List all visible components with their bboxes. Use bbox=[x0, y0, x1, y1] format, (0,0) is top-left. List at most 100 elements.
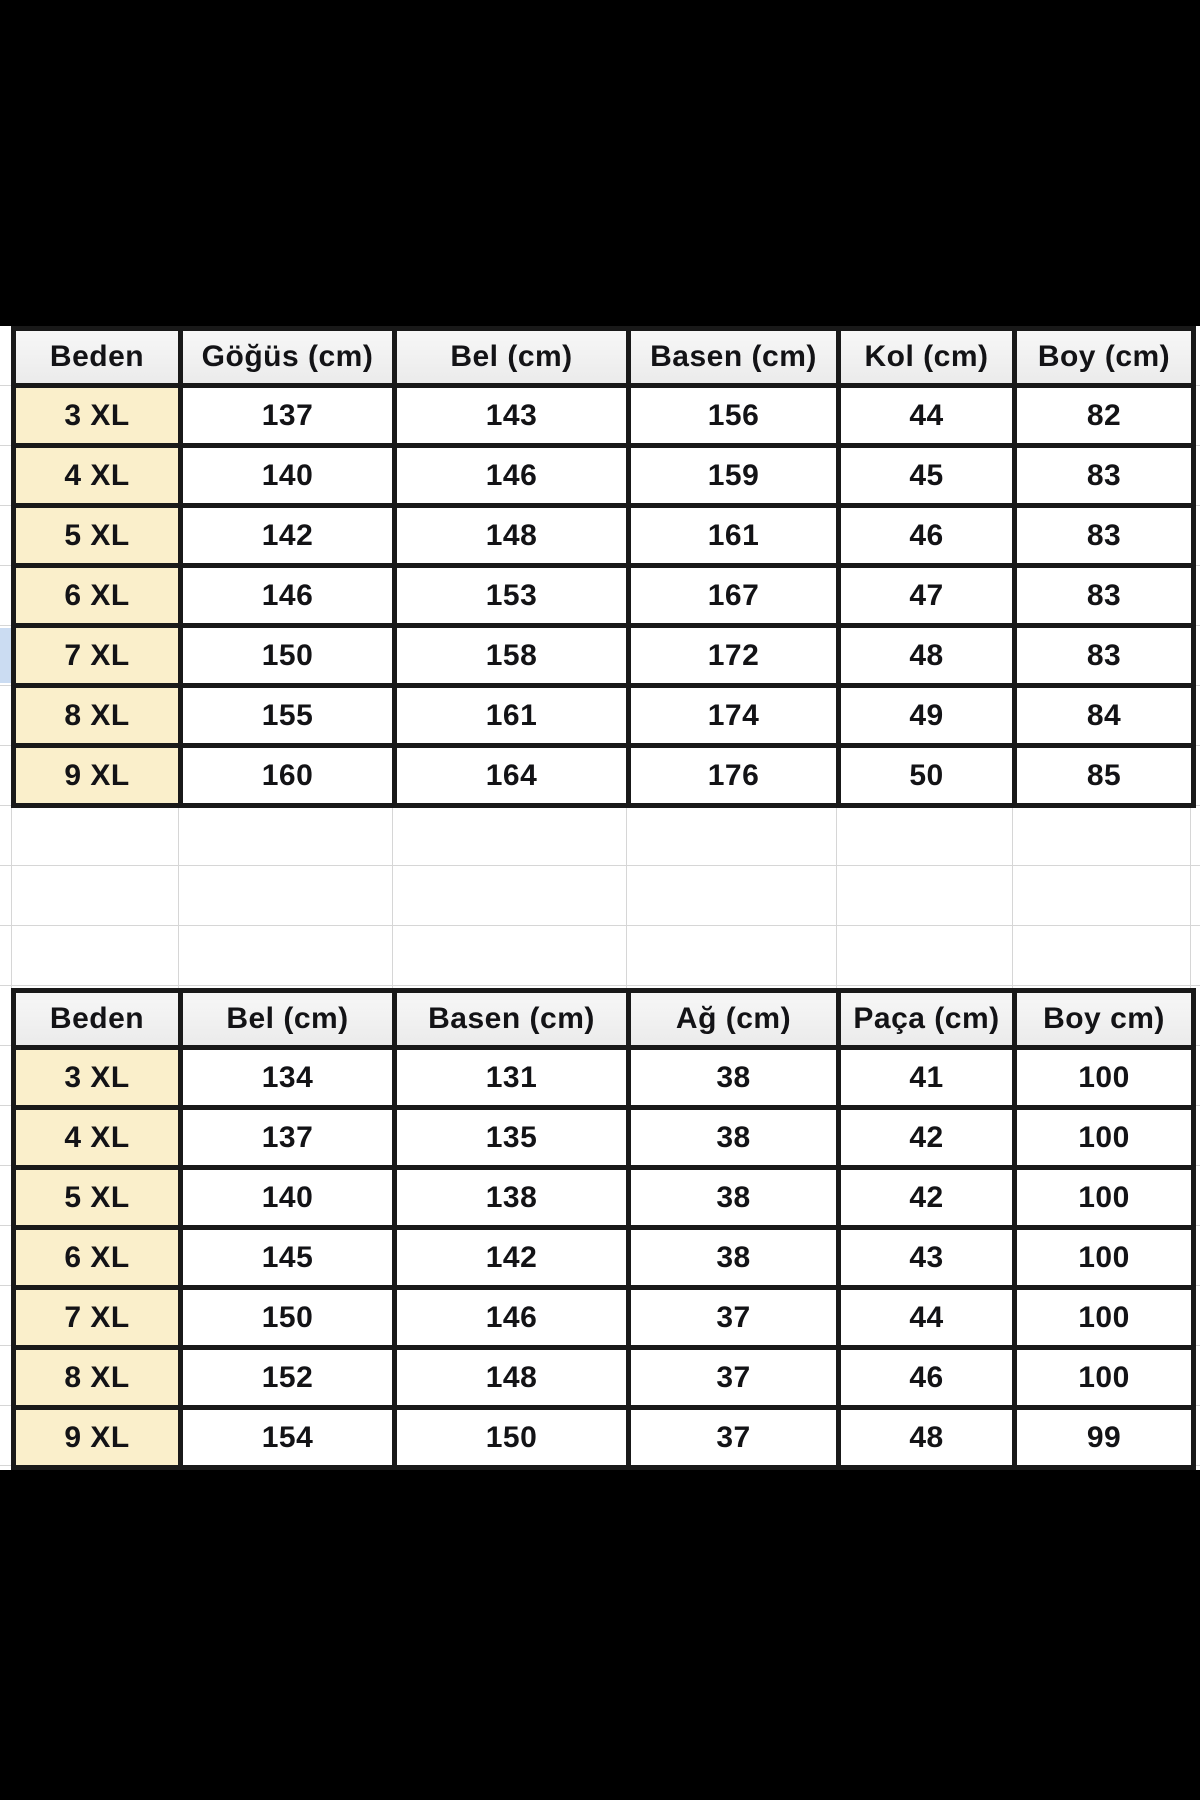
value-cell: 100 bbox=[1017, 1230, 1191, 1285]
value-cell: 100 bbox=[1017, 1050, 1191, 1105]
value-cell: 37 bbox=[631, 1410, 836, 1465]
value-cell: 159 bbox=[631, 448, 836, 503]
value-cell: 160 bbox=[183, 748, 392, 803]
value-cell: 137 bbox=[183, 1110, 392, 1165]
size-cell: 5 XL bbox=[16, 508, 178, 563]
value-cell: 38 bbox=[631, 1050, 836, 1105]
value-cell: 83 bbox=[1017, 448, 1191, 503]
value-cell: 100 bbox=[1017, 1350, 1191, 1405]
size-cell: 7 XL bbox=[16, 1290, 178, 1345]
value-cell: 82 bbox=[1017, 388, 1191, 443]
value-cell: 135 bbox=[397, 1110, 626, 1165]
value-cell: 146 bbox=[397, 448, 626, 503]
header-cell: Boy cm) bbox=[1017, 993, 1191, 1045]
value-cell: 100 bbox=[1017, 1110, 1191, 1165]
value-cell: 164 bbox=[397, 748, 626, 803]
value-cell: 172 bbox=[631, 628, 836, 683]
value-cell: 167 bbox=[631, 568, 836, 623]
value-cell: 99 bbox=[1017, 1410, 1191, 1465]
value-cell: 42 bbox=[841, 1110, 1012, 1165]
row-highlight-sliver bbox=[0, 628, 11, 683]
header-cell: Ağ (cm) bbox=[631, 993, 836, 1045]
size-cell: 6 XL bbox=[16, 1230, 178, 1285]
value-cell: 150 bbox=[183, 628, 392, 683]
value-cell: 100 bbox=[1017, 1290, 1191, 1345]
header-cell: Bel (cm) bbox=[397, 331, 626, 383]
size-cell: 4 XL bbox=[16, 1110, 178, 1165]
value-cell: 134 bbox=[183, 1050, 392, 1105]
value-cell: 174 bbox=[631, 688, 836, 743]
value-cell: 38 bbox=[631, 1110, 836, 1165]
size-table-upper: Beden Göğüs (cm) Bel (cm) Basen (cm) Kol… bbox=[11, 326, 1196, 808]
size-cell: 3 XL bbox=[16, 1050, 178, 1105]
size-table-lower: Beden Bel (cm) Basen (cm) Ağ (cm) Paça (… bbox=[11, 988, 1196, 1470]
value-cell: 148 bbox=[397, 508, 626, 563]
value-cell: 150 bbox=[183, 1290, 392, 1345]
size-cell: 4 XL bbox=[16, 448, 178, 503]
value-cell: 83 bbox=[1017, 508, 1191, 563]
value-cell: 156 bbox=[631, 388, 836, 443]
value-cell: 38 bbox=[631, 1230, 836, 1285]
value-cell: 45 bbox=[841, 448, 1012, 503]
value-cell: 37 bbox=[631, 1350, 836, 1405]
size-cell: 7 XL bbox=[16, 628, 178, 683]
value-cell: 44 bbox=[841, 388, 1012, 443]
value-cell: 100 bbox=[1017, 1170, 1191, 1225]
value-cell: 142 bbox=[397, 1230, 626, 1285]
value-cell: 50 bbox=[841, 748, 1012, 803]
value-cell: 83 bbox=[1017, 568, 1191, 623]
value-cell: 85 bbox=[1017, 748, 1191, 803]
value-cell: 49 bbox=[841, 688, 1012, 743]
value-cell: 131 bbox=[397, 1050, 626, 1105]
value-cell: 43 bbox=[841, 1230, 1012, 1285]
bottom-letterbox bbox=[0, 1470, 1200, 1800]
header-cell: Göğüs (cm) bbox=[183, 331, 392, 383]
value-cell: 46 bbox=[841, 1350, 1012, 1405]
value-cell: 146 bbox=[397, 1290, 626, 1345]
value-cell: 143 bbox=[397, 388, 626, 443]
value-cell: 161 bbox=[397, 688, 626, 743]
value-cell: 153 bbox=[397, 568, 626, 623]
value-cell: 150 bbox=[397, 1410, 626, 1465]
value-cell: 152 bbox=[183, 1350, 392, 1405]
value-cell: 137 bbox=[183, 388, 392, 443]
value-cell: 83 bbox=[1017, 628, 1191, 683]
header-cell: Basen (cm) bbox=[397, 993, 626, 1045]
value-cell: 158 bbox=[397, 628, 626, 683]
spreadsheet-sheet: Beden Göğüs (cm) Bel (cm) Basen (cm) Kol… bbox=[0, 326, 1200, 1470]
value-cell: 155 bbox=[183, 688, 392, 743]
value-cell: 38 bbox=[631, 1170, 836, 1225]
value-cell: 84 bbox=[1017, 688, 1191, 743]
size-cell: 8 XL bbox=[16, 1350, 178, 1405]
header-cell: Bel (cm) bbox=[183, 993, 392, 1045]
value-cell: 140 bbox=[183, 1170, 392, 1225]
header-cell: Boy (cm) bbox=[1017, 331, 1191, 383]
size-cell: 9 XL bbox=[16, 748, 178, 803]
value-cell: 44 bbox=[841, 1290, 1012, 1345]
size-cell: 9 XL bbox=[16, 1410, 178, 1465]
value-cell: 146 bbox=[183, 568, 392, 623]
size-cell: 8 XL bbox=[16, 688, 178, 743]
value-cell: 37 bbox=[631, 1290, 836, 1345]
value-cell: 140 bbox=[183, 448, 392, 503]
value-cell: 142 bbox=[183, 508, 392, 563]
value-cell: 154 bbox=[183, 1410, 392, 1465]
size-cell: 6 XL bbox=[16, 568, 178, 623]
header-cell: Beden bbox=[16, 993, 178, 1045]
value-cell: 161 bbox=[631, 508, 836, 563]
header-cell: Paça (cm) bbox=[841, 993, 1012, 1045]
value-cell: 42 bbox=[841, 1170, 1012, 1225]
value-cell: 138 bbox=[397, 1170, 626, 1225]
value-cell: 41 bbox=[841, 1050, 1012, 1105]
value-cell: 145 bbox=[183, 1230, 392, 1285]
size-cell: 5 XL bbox=[16, 1170, 178, 1225]
header-cell: Beden bbox=[16, 331, 178, 383]
header-cell: Basen (cm) bbox=[631, 331, 836, 383]
value-cell: 48 bbox=[841, 628, 1012, 683]
value-cell: 47 bbox=[841, 568, 1012, 623]
top-letterbox bbox=[0, 0, 1200, 326]
header-cell: Kol (cm) bbox=[841, 331, 1012, 383]
value-cell: 176 bbox=[631, 748, 836, 803]
size-cell: 3 XL bbox=[16, 388, 178, 443]
value-cell: 48 bbox=[841, 1410, 1012, 1465]
